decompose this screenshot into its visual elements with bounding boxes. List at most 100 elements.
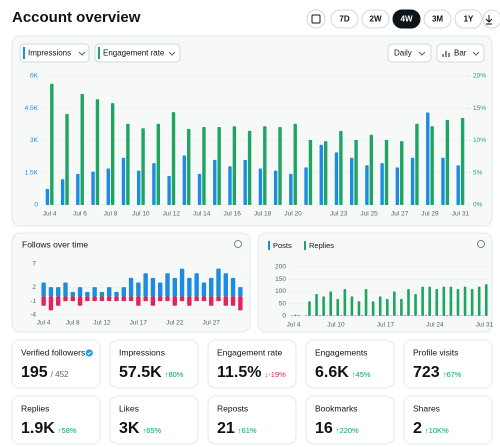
bar xyxy=(393,291,396,316)
bar xyxy=(77,287,83,297)
legend-label: Posts xyxy=(273,241,292,250)
bar xyxy=(357,301,361,316)
bar xyxy=(92,296,97,302)
bar xyxy=(369,134,374,205)
card-change: ↑58% xyxy=(58,426,77,435)
card-total: / 452 xyxy=(51,370,69,379)
dropdown-bg xyxy=(436,43,485,63)
info-icon[interactable] xyxy=(234,240,242,248)
bar xyxy=(150,277,156,297)
card-bg xyxy=(403,395,493,445)
stat-card[interactable]: Bookmarks 16 ↑220% xyxy=(305,395,395,445)
bar xyxy=(258,168,263,205)
bar xyxy=(238,287,243,297)
stat-card[interactable]: Engagements 6.6K ↑45% xyxy=(305,339,395,389)
dropdown-bg xyxy=(387,43,432,63)
x-tick-label: Jul 10 xyxy=(327,322,345,329)
bar xyxy=(395,167,400,205)
chart-type-dropdown[interactable]: Bar xyxy=(436,43,485,63)
bar xyxy=(445,119,450,205)
bar xyxy=(247,130,252,205)
bar xyxy=(99,291,105,297)
x-tick-label: Jul 17 xyxy=(130,320,148,327)
stat-card[interactable]: Profile visits 723 ↑67% xyxy=(403,339,493,389)
card-label: Engagement rate xyxy=(217,347,282,357)
x-tick-label: Jul 24 xyxy=(426,322,444,329)
button-bg xyxy=(454,9,483,29)
bar xyxy=(85,296,90,302)
bar xyxy=(143,273,148,297)
bar xyxy=(228,166,232,205)
range-button[interactable]: 3M xyxy=(423,9,452,29)
x-tick-label: Jul 12 xyxy=(163,211,181,218)
bar xyxy=(323,141,328,205)
bar xyxy=(230,277,236,297)
x-tick-label: Jul 4 xyxy=(37,320,51,327)
bar xyxy=(128,277,134,297)
bar xyxy=(41,282,46,297)
bar xyxy=(141,128,145,205)
metric-dropdown[interactable]: Engagement rate xyxy=(94,43,181,63)
button-bg xyxy=(306,9,326,29)
button-bg xyxy=(361,9,390,29)
bar xyxy=(223,296,228,306)
metric-dropdown[interactable]: Impressions xyxy=(19,43,90,63)
verified-badge xyxy=(85,349,93,357)
x-tick-label: Jul 18 xyxy=(254,211,272,218)
card-bg xyxy=(109,395,199,445)
bar xyxy=(156,123,161,205)
y-tick-label: 200 xyxy=(275,264,286,271)
x-tick-label: Jul 12 xyxy=(93,320,111,327)
bar xyxy=(179,268,185,297)
y2-tick-label: 0% xyxy=(473,202,483,209)
bar xyxy=(41,296,46,306)
posts-panel xyxy=(257,232,493,333)
stat-card[interactable]: Reposts 21 ↑61% xyxy=(207,395,297,445)
bar xyxy=(56,287,61,297)
button-label: 2W xyxy=(370,15,382,24)
interval-dropdown[interactable]: Daily xyxy=(387,43,432,63)
bar xyxy=(484,284,488,316)
y-tick-label: 6K xyxy=(30,73,39,80)
bar xyxy=(171,112,176,205)
x-tick-label: Jul 20 xyxy=(284,211,302,218)
stat-card[interactable]: Verified followers 195/ 452 xyxy=(11,339,101,389)
calendar-button[interactable] xyxy=(306,9,326,29)
download-button[interactable] xyxy=(482,9,500,29)
range-button[interactable]: 1Y xyxy=(454,9,483,29)
range-button[interactable]: 2W xyxy=(361,9,390,29)
y-tick-label: -4 xyxy=(30,312,36,319)
y-tick-label: 100 xyxy=(275,288,286,295)
bar xyxy=(403,315,407,316)
bar xyxy=(230,296,236,306)
range-button[interactable]: 7D xyxy=(330,9,359,29)
bar xyxy=(216,268,221,297)
bar xyxy=(273,170,278,205)
bar xyxy=(114,291,119,297)
bar xyxy=(217,126,221,205)
stat-card[interactable]: Impressions 57.5K ↑80% xyxy=(109,339,199,389)
range-button[interactable]: 4W xyxy=(392,9,421,29)
stat-card[interactable]: Engagement rate 11.5% ↓-19% xyxy=(207,339,297,389)
bar xyxy=(197,173,202,205)
bar xyxy=(158,296,163,302)
bar xyxy=(110,103,115,205)
card-bg xyxy=(305,395,395,445)
x-tick-label: Jul 16 xyxy=(223,211,241,218)
bar xyxy=(414,293,417,316)
stat-card[interactable]: Shares 2 ↑10K% xyxy=(403,395,493,445)
bar xyxy=(293,123,297,205)
info-icon[interactable] xyxy=(477,240,485,248)
stat-card[interactable]: Likes 3K ↑65% xyxy=(109,395,199,445)
stat-card[interactable]: Replies 1.9K ↑58% xyxy=(11,395,101,445)
bar xyxy=(382,315,385,316)
bar xyxy=(107,296,112,302)
bar xyxy=(318,315,322,316)
bar xyxy=(56,296,61,306)
card-label: Verified followers xyxy=(21,347,85,357)
card-label: Impressions xyxy=(119,347,165,357)
chevron xyxy=(168,51,176,56)
bar xyxy=(76,173,80,205)
bar xyxy=(319,144,323,205)
bar xyxy=(107,287,112,297)
